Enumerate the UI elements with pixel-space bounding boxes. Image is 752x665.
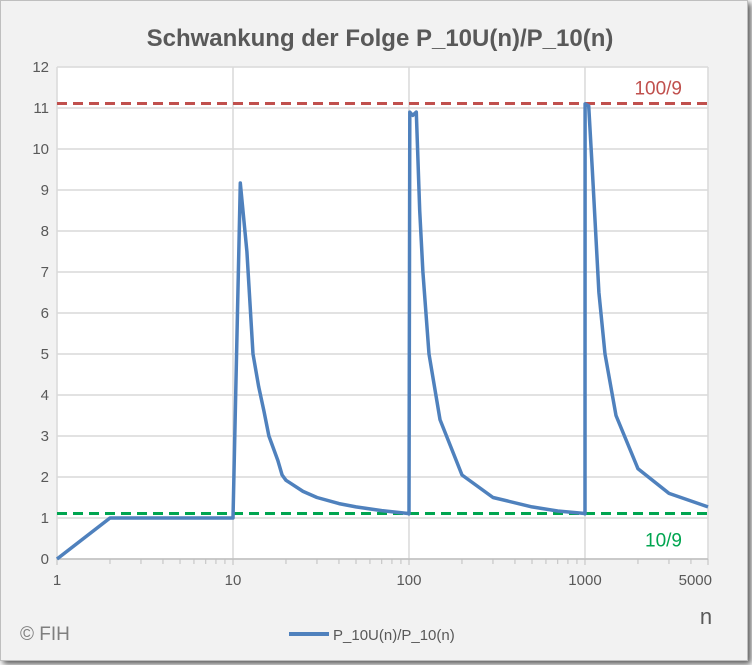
- y-tick-label: 11: [33, 100, 49, 117]
- y-tick-label: 5: [41, 346, 49, 363]
- reference-label: 100/9: [634, 78, 682, 99]
- y-tick-label: 10: [32, 141, 49, 158]
- y-tick-label: 8: [41, 223, 49, 240]
- y-tick-label: 1: [41, 510, 49, 527]
- x-tick-label: 5000: [679, 572, 712, 589]
- y-tick-label: 2: [41, 469, 49, 486]
- y-tick-label: 0: [41, 551, 49, 568]
- x-tick-label: 1: [53, 572, 61, 589]
- y-tick-label: 4: [41, 387, 49, 404]
- y-tick-label: 12: [32, 59, 49, 76]
- x-tick-label: 100: [396, 572, 421, 589]
- copyright-annotation: © FIH: [20, 624, 70, 645]
- x-tick-label: 1000: [568, 572, 601, 589]
- reference-label: 10/9: [645, 530, 682, 551]
- legend: P_10U(n)/P_10(n): [289, 627, 455, 644]
- y-tick-label: 3: [41, 428, 49, 445]
- y-tick-label: 6: [41, 305, 49, 322]
- y-tick-label: 9: [41, 182, 49, 199]
- series-line: [55, 102, 709, 561]
- legend-label: P_10U(n)/P_10(n): [333, 627, 455, 644]
- x-axis-label: n: [700, 604, 712, 629]
- x-tick-label: 10: [225, 572, 242, 589]
- y-tick-label: 7: [41, 264, 49, 281]
- chart-title: Schwankung der Folge P_10U(n)/P_10(n): [147, 25, 614, 52]
